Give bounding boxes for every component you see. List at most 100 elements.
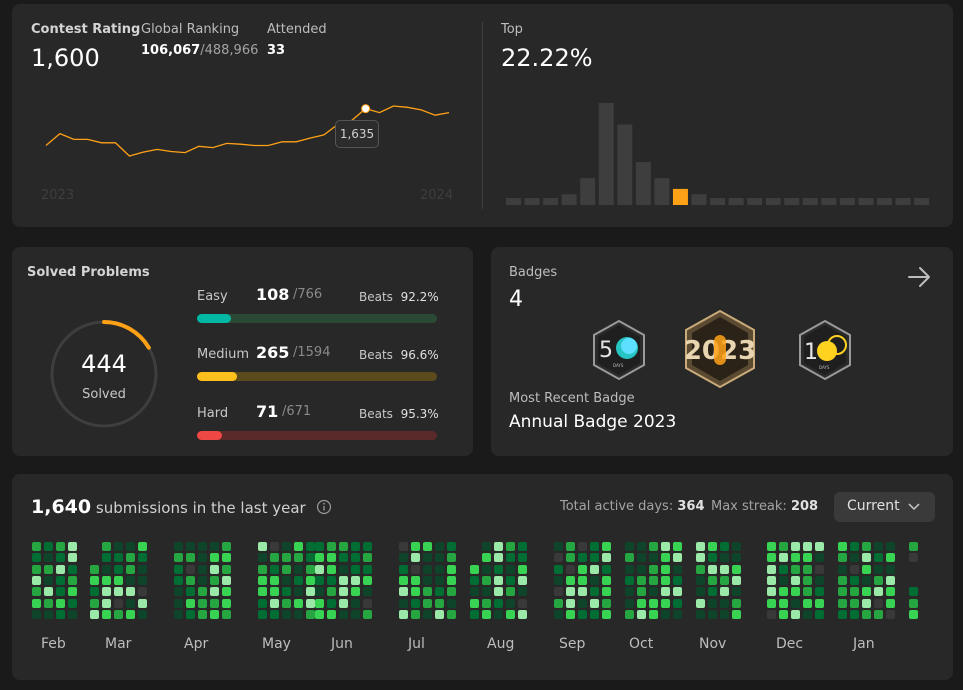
heatmap-day-cell[interactable] bbox=[270, 553, 279, 563]
heatmap-day-cell[interactable] bbox=[602, 542, 611, 551]
heatmap-day-cell[interactable] bbox=[862, 587, 871, 597]
heatmap-day-cell[interactable] bbox=[874, 575, 883, 585]
heatmap-day-cell[interactable] bbox=[222, 598, 231, 608]
heatmap-day-cell[interactable] bbox=[838, 564, 847, 574]
heatmap-day-cell[interactable] bbox=[399, 609, 408, 619]
heatmap-day-cell[interactable] bbox=[661, 609, 670, 619]
rating-highlight-point[interactable] bbox=[361, 104, 371, 114]
heatmap-day-cell[interactable] bbox=[339, 542, 348, 551]
heatmap-day-cell[interactable] bbox=[518, 598, 527, 608]
heatmap-day-cell[interactable] bbox=[315, 587, 324, 597]
heatmap-day-cell[interactable] bbox=[506, 575, 515, 585]
heatmap-day-cell[interactable] bbox=[315, 542, 324, 551]
heatmap-day-cell[interactable] bbox=[578, 598, 587, 608]
heatmap-day-cell[interactable] bbox=[114, 542, 123, 551]
heatmap-day-cell[interactable] bbox=[803, 587, 812, 597]
heatmap-day-cell[interactable] bbox=[886, 553, 895, 563]
heatmap-day-cell[interactable] bbox=[90, 587, 99, 597]
heatmap-day-cell[interactable] bbox=[720, 553, 729, 563]
heatmap-day-cell[interactable] bbox=[566, 609, 575, 619]
heatmap-day-cell[interactable] bbox=[32, 575, 41, 585]
heatmap-day-cell[interactable] bbox=[56, 553, 65, 563]
heatmap-day-cell[interactable] bbox=[174, 598, 183, 608]
heatmap-day-cell[interactable] bbox=[351, 609, 360, 619]
heatmap-day-cell[interactable] bbox=[114, 553, 123, 563]
heatmap-day-cell[interactable] bbox=[732, 553, 741, 563]
heatmap-day-cell[interactable] bbox=[850, 587, 859, 597]
heatmap-day-cell[interactable] bbox=[138, 553, 147, 563]
heatmap-day-cell[interactable] bbox=[767, 553, 776, 563]
heatmap-day-cell[interactable] bbox=[102, 598, 111, 608]
heatmap-day-cell[interactable] bbox=[554, 542, 563, 551]
heatmap-day-cell[interactable] bbox=[282, 587, 291, 597]
heatmap-day-cell[interactable] bbox=[909, 542, 918, 551]
heatmap-day-cell[interactable] bbox=[174, 587, 183, 597]
heatmap-day-cell[interactable] bbox=[399, 542, 408, 551]
heatmap-day-cell[interactable] bbox=[862, 542, 871, 551]
heatmap-day-cell[interactable] bbox=[282, 553, 291, 563]
heatmap-day-cell[interactable] bbox=[32, 542, 41, 551]
heatmap-day-cell[interactable] bbox=[174, 564, 183, 574]
heatmap-day-cell[interactable] bbox=[838, 575, 847, 585]
heatmap-day-cell[interactable] bbox=[282, 598, 291, 608]
heatmap-day-cell[interactable] bbox=[294, 575, 303, 585]
heatmap-day-cell[interactable] bbox=[294, 598, 303, 608]
heatmap-day-cell[interactable] bbox=[767, 609, 776, 619]
heatmap-day-cell[interactable] bbox=[850, 598, 859, 608]
heatmap-day-cell[interactable] bbox=[673, 575, 682, 585]
heatmap-day-cell[interactable] bbox=[518, 609, 527, 619]
heatmap-day-cell[interactable] bbox=[68, 575, 77, 585]
heatmap-day-cell[interactable] bbox=[282, 609, 291, 619]
heatmap-day-cell[interactable] bbox=[411, 553, 420, 563]
heatmap-day-cell[interactable] bbox=[482, 564, 491, 574]
heatmap-day-cell[interactable] bbox=[258, 564, 267, 574]
heatmap-day-cell[interactable] bbox=[44, 542, 53, 551]
heatmap-day-cell[interactable] bbox=[126, 553, 135, 563]
heatmap-day-cell[interactable] bbox=[294, 542, 303, 551]
heatmap-day-cell[interactable] bbox=[696, 587, 705, 597]
heatmap-day-cell[interactable] bbox=[174, 609, 183, 619]
heatmap-day-cell[interactable] bbox=[661, 575, 670, 585]
heatmap-day-cell[interactable] bbox=[114, 598, 123, 608]
heatmap-day-cell[interactable] bbox=[649, 587, 658, 597]
heatmap-day-cell[interactable] bbox=[803, 553, 812, 563]
heatmap-day-cell[interactable] bbox=[566, 542, 575, 551]
heatmap-day-cell[interactable] bbox=[506, 609, 515, 619]
heatmap-day-cell[interactable] bbox=[649, 609, 658, 619]
heatmap-day-cell[interactable] bbox=[306, 598, 315, 608]
heatmap-day-cell[interactable] bbox=[258, 609, 267, 619]
heatmap-day-cell[interactable] bbox=[494, 609, 503, 619]
heatmap-day-cell[interactable] bbox=[90, 575, 99, 585]
heatmap-day-cell[interactable] bbox=[803, 542, 812, 551]
heatmap-day-cell[interactable] bbox=[518, 564, 527, 574]
heatmap-day-cell[interactable] bbox=[306, 564, 315, 574]
heatmap-day-cell[interactable] bbox=[850, 609, 859, 619]
heatmap-day-cell[interactable] bbox=[411, 598, 420, 608]
heatmap-day-cell[interactable] bbox=[779, 564, 788, 574]
heatmap-day-cell[interactable] bbox=[602, 564, 611, 574]
heatmap-day-cell[interactable] bbox=[198, 575, 207, 585]
heatmap-day-cell[interactable] bbox=[602, 575, 611, 585]
heatmap-day-cell[interactable] bbox=[351, 553, 360, 563]
heatmap-day-cell[interactable] bbox=[32, 609, 41, 619]
info-icon[interactable] bbox=[316, 499, 332, 515]
heatmap-day-cell[interactable] bbox=[850, 575, 859, 585]
heatmap-day-cell[interactable] bbox=[306, 587, 315, 597]
rating-line-chart[interactable] bbox=[12, 4, 482, 227]
heatmap-day-cell[interactable] bbox=[791, 609, 800, 619]
heatmap-day-cell[interactable] bbox=[56, 564, 65, 574]
heatmap-day-cell[interactable] bbox=[294, 609, 303, 619]
heatmap-day-cell[interactable] bbox=[602, 587, 611, 597]
heatmap-day-cell[interactable] bbox=[909, 587, 918, 597]
heatmap-day-cell[interactable] bbox=[198, 553, 207, 563]
heatmap-day-cell[interactable] bbox=[363, 587, 372, 597]
heatmap-day-cell[interactable] bbox=[779, 575, 788, 585]
heatmap-day-cell[interactable] bbox=[327, 553, 336, 563]
heatmap-day-cell[interactable] bbox=[791, 587, 800, 597]
heatmap-day-cell[interactable] bbox=[518, 553, 527, 563]
heatmap-day-cell[interactable] bbox=[625, 598, 634, 608]
heatmap-day-cell[interactable] bbox=[494, 587, 503, 597]
heatmap-day-cell[interactable] bbox=[554, 609, 563, 619]
heatmap-day-cell[interactable] bbox=[68, 542, 77, 551]
heatmap-day-cell[interactable] bbox=[590, 542, 599, 551]
